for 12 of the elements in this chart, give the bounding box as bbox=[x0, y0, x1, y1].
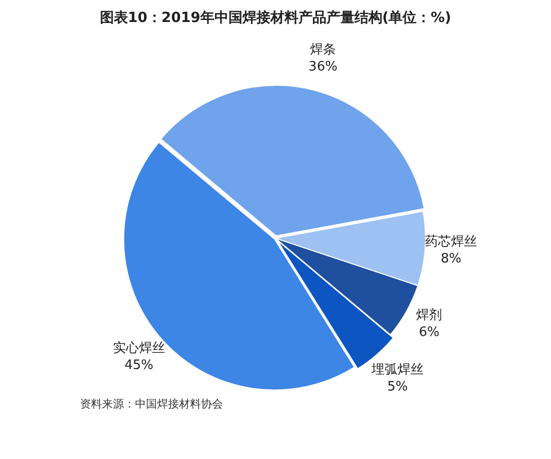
data-label: 45% bbox=[124, 358, 154, 373]
text: 资料来源：中国焊接材料协会 bbox=[80, 397, 223, 410]
data-label: 8% bbox=[440, 251, 462, 266]
data-label: 36% bbox=[308, 59, 338, 74]
data-label: 5% bbox=[387, 380, 408, 395]
slice-label: 焊剂 bbox=[416, 307, 442, 324]
chart-title: 图表10：2019年中国焊接材料产品产量结构(单位：%) bbox=[100, 9, 452, 26]
slice-label: 药芯焊丝 bbox=[425, 234, 478, 250]
slice-label: 实心焊丝 bbox=[112, 340, 165, 356]
slice-label: 埋弧焊丝 bbox=[370, 362, 424, 378]
data-label: 6% bbox=[418, 325, 440, 340]
slice-label: 焊条 bbox=[310, 42, 336, 58]
